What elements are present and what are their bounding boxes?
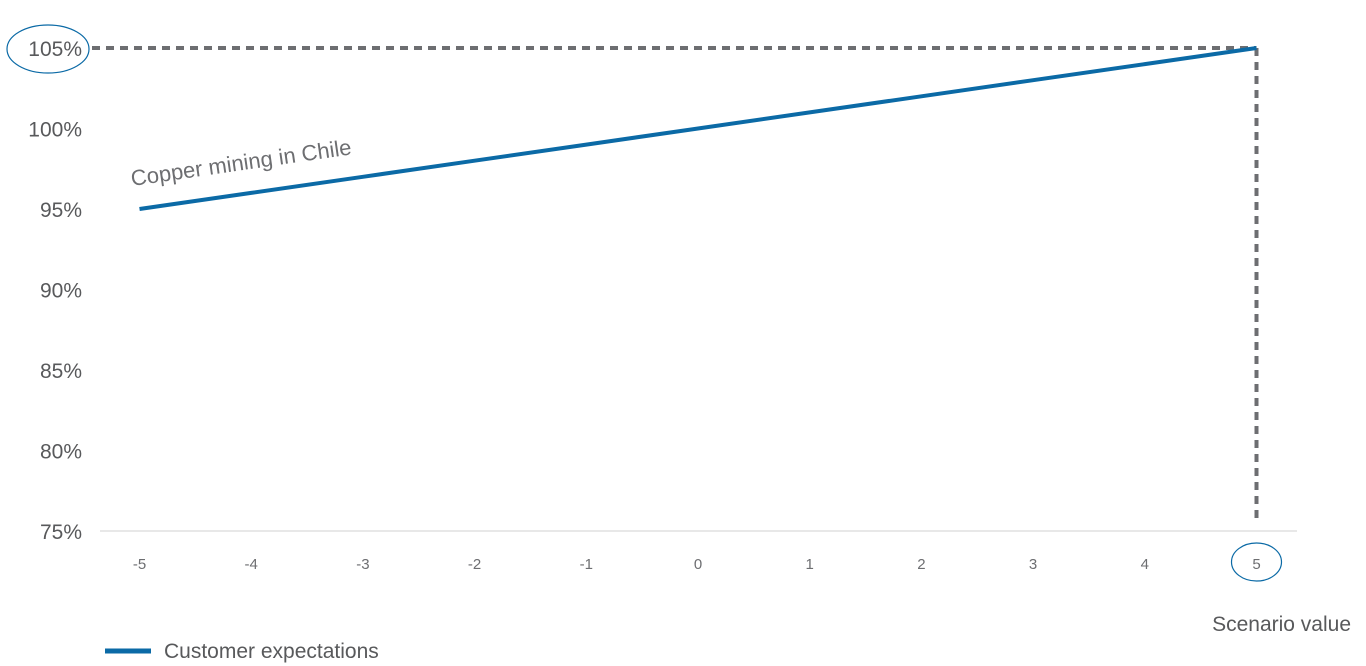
y-tick-labels: 75% 80% 85% 90% 95% 100% 105% [28,38,82,544]
y-tick-label: 80% [40,441,82,464]
x-tick-labels: -5 -4 -3 -2 -1 0 1 2 3 4 5 [133,556,1261,573]
x-tick-label: 5 [1252,556,1260,573]
x-tick-label: 4 [1141,556,1149,573]
y-tick-label: 85% [40,360,82,383]
y-tick-label: 100% [28,119,82,142]
x-tick-label: 3 [1029,556,1037,573]
x-tick-label: -4 [245,556,258,573]
y-tick-label: 105% [28,38,82,61]
highlight-x-circle [1230,542,1283,582]
x-tick-label: 0 [694,556,702,573]
series-line-customer-expectations [139,46,1257,211]
x-tick-label: -3 [356,556,369,573]
highlight-y-circle [6,24,90,74]
legend: Customer expectations [105,640,379,663]
x-tick-label: 2 [917,556,925,573]
y-tick-label: 75% [40,521,82,544]
y-tick-label: 95% [40,199,82,222]
x-tick-label: -2 [468,556,481,573]
x-tick-label: 1 [806,556,814,573]
legend-label-customer-expectations: Customer expectations [164,640,379,663]
x-tick-label: -5 [133,556,146,573]
x-tick-label: -1 [580,556,593,573]
y-tick-label: 90% [40,280,82,303]
x-axis-title: Scenario value [1212,613,1351,636]
